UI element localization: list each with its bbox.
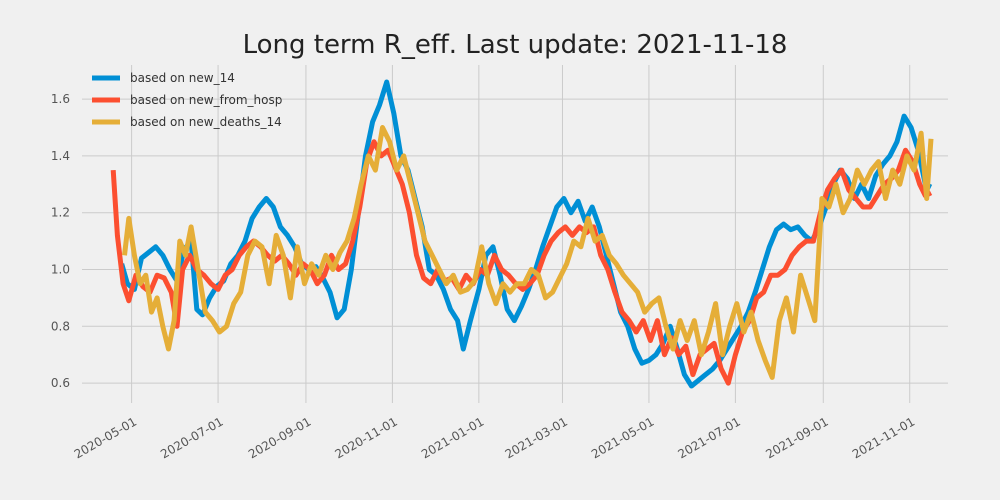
series-line-new-14 bbox=[119, 79, 933, 389]
x-tick-label: 2021-07-01 bbox=[675, 414, 742, 461]
series-line-new-from-hosp bbox=[110, 139, 933, 386]
x-axis: 2020-05-01 2020-07-01 2020-09-01 2020-11-01… bbox=[72, 414, 918, 461]
legend-label: based on new_from_hosp bbox=[130, 93, 282, 107]
series-layer bbox=[110, 79, 934, 389]
legend-label: based on new_deaths_14 bbox=[130, 115, 282, 129]
x-tick-label: 2021-11-01 bbox=[850, 414, 917, 461]
x-tick-label: 2020-11-01 bbox=[332, 414, 399, 461]
x-tick-label: 2021-01-01 bbox=[419, 414, 486, 461]
x-tick-label: 2020-07-01 bbox=[158, 414, 225, 461]
y-tick-label: 1.2 bbox=[51, 206, 70, 220]
y-tick-label: 1.4 bbox=[51, 149, 70, 163]
x-tick-label: 2021-05-01 bbox=[589, 414, 656, 461]
x-tick-label: 2020-05-01 bbox=[72, 414, 139, 461]
x-tick-label: 2021-09-01 bbox=[763, 414, 830, 461]
y-tick-label: 0.8 bbox=[51, 319, 70, 333]
series-line-new-deaths-14 bbox=[122, 125, 934, 380]
x-tick-label: 2021-03-01 bbox=[503, 414, 570, 461]
y-axis: 0.6 0.8 1.0 1.2 1.4 1.6 bbox=[51, 92, 70, 390]
y-tick-label: 0.6 bbox=[51, 376, 70, 390]
legend-label: based on new_14 bbox=[130, 71, 235, 85]
chart-title: Long term R_eff. Last update: 2021-11-18 bbox=[243, 30, 788, 60]
x-tick-label: 2020-09-01 bbox=[246, 414, 313, 461]
y-tick-label: 1.6 bbox=[51, 92, 70, 106]
y-tick-label: 1.0 bbox=[51, 263, 70, 277]
